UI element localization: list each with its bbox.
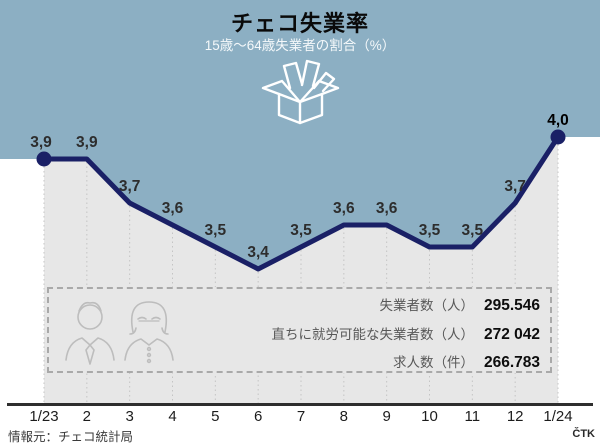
people-icon — [65, 301, 174, 365]
x-tick-label: 5 — [211, 408, 219, 425]
open-box-icon — [261, 59, 340, 125]
x-tick-label: 7 — [297, 408, 305, 425]
value-label: 4,0 — [547, 112, 569, 129]
value-label: 3,6 — [376, 200, 398, 217]
stat-label: 失業者数（人） — [379, 298, 474, 313]
stat-label: 直ちに就労可能な失業者数（人） — [271, 326, 474, 342]
stat-value: 266.783 — [483, 354, 540, 371]
stat-value: 272 042 — [483, 325, 540, 343]
x-tick-label: 12 — [507, 408, 524, 425]
x-tick-label: 3 — [125, 408, 133, 425]
value-label: 3,5 — [205, 222, 227, 239]
unemployment-line — [41, 134, 561, 272]
value-label: 3,9 — [30, 134, 52, 151]
value-label: 3,5 — [419, 222, 441, 239]
stat-value: 295.546 — [483, 297, 540, 314]
x-tick-label: 11 — [465, 408, 481, 425]
stat-row-available: 直ちに就労可能な失業者数（人） 272 042 — [271, 321, 540, 350]
value-label: 3,5 — [462, 222, 484, 239]
x-tick-label: 9 — [382, 408, 390, 425]
x-tick-label: 6 — [254, 408, 262, 425]
value-label: 3,7 — [504, 178, 526, 195]
value-label: 3,6 — [333, 200, 355, 217]
value-label: 3,6 — [162, 200, 184, 217]
page-title: チェコ失業率 — [230, 11, 369, 36]
x-tick-label: 8 — [340, 408, 348, 425]
data-point-marker — [36, 151, 52, 167]
x-tick-label: 4 — [168, 408, 176, 425]
source-note: 情報元：チェコ統計局 — [8, 430, 134, 444]
x-tick-label: 1/23 — [29, 408, 58, 425]
value-label: 3,4 — [247, 244, 269, 261]
stat-label: 求人数（件） — [392, 355, 474, 370]
agency-credit: ČTK — [572, 428, 595, 440]
statistics-rows: 失業者数（人） 295.546 直ちに就労可能な失業者数（人） 272 042 … — [271, 292, 540, 378]
value-label: 3,9 — [76, 134, 98, 151]
value-label: 3,5 — [290, 222, 312, 239]
stat-row-vacancies: 求人数（件） 266.783 — [271, 349, 540, 378]
x-tick-label: 1/24 — [543, 408, 572, 425]
x-tick-label: 2 — [83, 408, 91, 425]
x-tick-label: 10 — [421, 408, 438, 425]
statistics-panel: 失業者数（人） 295.546 直ちに就労可能な失業者数（人） 272 042 … — [47, 287, 552, 373]
value-label: 3,7 — [119, 178, 141, 195]
page-subtitle: 15歳～64歳失業者の割合（%） — [204, 38, 396, 53]
stat-row-unemployed: 失業者数（人） 295.546 — [271, 292, 540, 321]
data-point-marker — [550, 129, 566, 145]
area-above-line — [0, 0, 600, 269]
